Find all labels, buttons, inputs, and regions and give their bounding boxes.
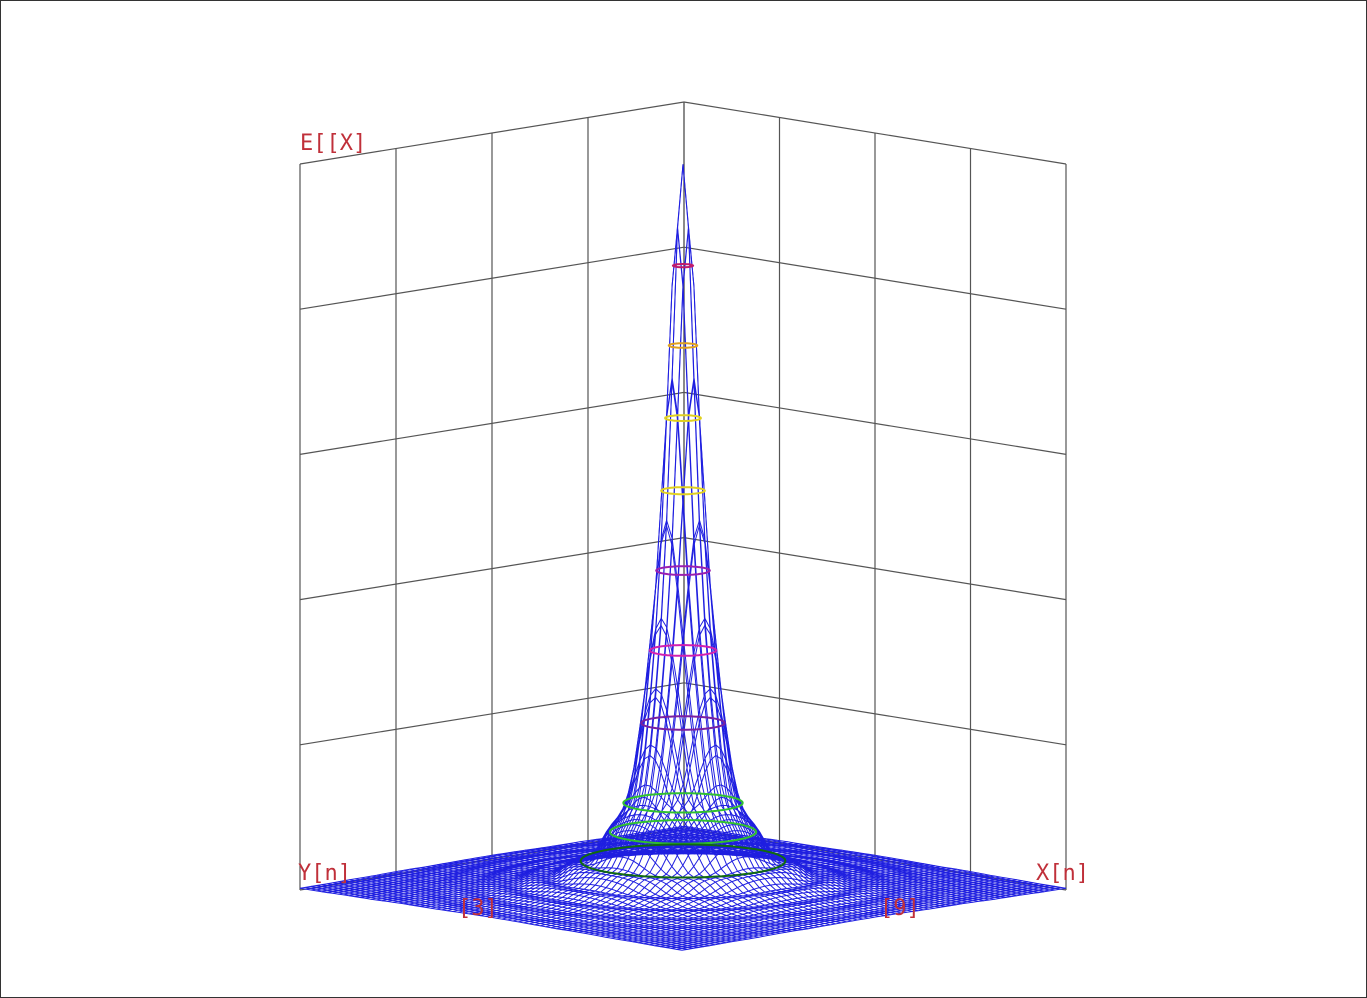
- mesh-line: [426, 866, 809, 930]
- wall-gridline: [299, 101, 1067, 165]
- contour-ring: [671, 263, 695, 269]
- contour-ring: [608, 819, 758, 845]
- mesh-line: [470, 624, 853, 922]
- mesh-line: [529, 796, 914, 925]
- contour-ring: [648, 644, 718, 657]
- contour-ring: [655, 565, 711, 576]
- mesh-line: [501, 381, 886, 920]
- contour-ring: [640, 715, 726, 731]
- mesh-line: [491, 164, 875, 918]
- z-axis-label: E[[X]: [300, 131, 366, 156]
- mesh-line: [480, 381, 864, 920]
- mesh-line: [545, 841, 930, 928]
- mesh-line: [415, 867, 798, 931]
- mesh-line: [453, 796, 836, 925]
- mesh-line: [442, 830, 825, 927]
- mesh-line: [490, 164, 876, 918]
- mesh-line: [496, 228, 881, 919]
- mesh-line: [437, 841, 820, 928]
- mesh-line: [448, 819, 831, 926]
- mesh-line: [475, 523, 858, 921]
- mesh-line: [512, 624, 897, 922]
- floor-label-left: [3]: [458, 896, 498, 921]
- mesh-line: [518, 696, 903, 923]
- contour-ring: [660, 486, 706, 496]
- contour-ring: [622, 792, 744, 814]
- contour-ring: [579, 843, 787, 879]
- surface-mesh: [415, 164, 952, 931]
- contour-ring: [667, 342, 699, 349]
- floor-label-right: [9]: [880, 896, 920, 921]
- mesh-line: [539, 830, 925, 927]
- mesh-line: [534, 819, 919, 926]
- mesh-line: [556, 866, 941, 930]
- contour-rings: [579, 263, 787, 879]
- mesh-line: [464, 696, 847, 923]
- contour-ring: [664, 414, 702, 422]
- grid-walls: [299, 101, 1067, 891]
- mesh-line: [567, 867, 952, 931]
- mesh-line: [459, 754, 842, 924]
- x-axis-label: X[n]: [1036, 861, 1089, 886]
- mesh-line: [550, 856, 936, 929]
- wall-gridline: [299, 682, 1067, 746]
- mesh-line: [507, 523, 892, 921]
- wall-gridline: [299, 536, 1067, 601]
- wall-gridline: [299, 391, 1067, 455]
- mesh-line: [523, 754, 908, 924]
- mesh-line: [486, 228, 869, 919]
- wall-gridline: [299, 246, 1067, 310]
- y-axis-label: Y[n]: [298, 861, 351, 886]
- mesh-line: [431, 856, 814, 929]
